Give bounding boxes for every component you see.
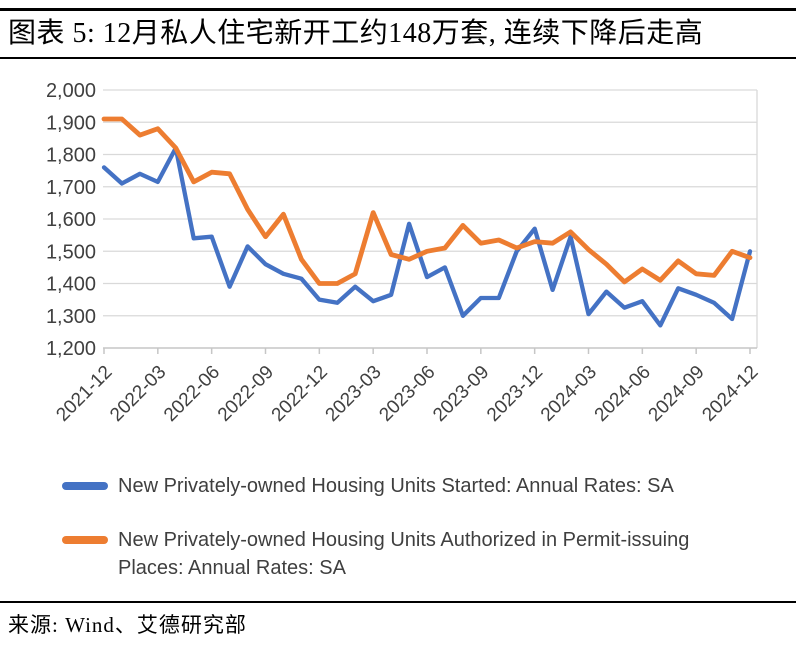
x-tick-label: 2022-12 xyxy=(268,362,332,426)
legend-item-permits: New Privately-owned Housing Units Author… xyxy=(62,526,762,582)
legend-item-started: New Privately-owned Housing Units Starte… xyxy=(62,472,762,500)
x-tick-label: 2023-06 xyxy=(375,362,439,426)
x-tick-label: 2024-09 xyxy=(645,362,709,426)
x-tick-label: 2023-12 xyxy=(483,362,547,426)
y-tick-label: 1,700 xyxy=(46,177,96,199)
y-axis-labels: 1,200 1,300 1,400 1,500 1,600 1,700 1,800 1,900… xyxy=(46,80,96,360)
y-tick-label: 1,300 xyxy=(46,306,96,328)
title-top-rule xyxy=(0,8,796,11)
chart-legend: New Privately-owned Housing Units Starte… xyxy=(62,472,762,608)
x-axis xyxy=(103,347,757,354)
y-tick-label: 2,000 xyxy=(46,80,96,102)
x-tick-label: 2022-03 xyxy=(106,362,170,426)
source-note: 来源: Wind、艾德研究部 xyxy=(8,613,247,637)
y-tick-label: 1,600 xyxy=(46,209,96,231)
y-tick-label: 1,200 xyxy=(46,338,96,360)
x-tick-label: 2024-12 xyxy=(698,362,762,426)
x-tick-label: 2023-03 xyxy=(322,362,386,426)
x-tick-label: 2024-06 xyxy=(591,362,655,426)
gridlines xyxy=(103,89,758,348)
y-tick-label: 1,900 xyxy=(46,112,96,134)
x-tick-label: 2023-09 xyxy=(429,362,493,426)
series-line-permits xyxy=(101,116,753,286)
legend-label-started: New Privately-owned Housing Units Starte… xyxy=(118,475,674,497)
series-line-started xyxy=(101,145,753,328)
x-axis-labels: 2021-122022-032022-062022-092022-122023-… xyxy=(52,362,762,426)
footer-top-rule xyxy=(0,601,796,603)
title-bottom-rule xyxy=(0,57,796,59)
y-tick-label: 1,500 xyxy=(46,241,96,263)
legend-swatch-started-icon xyxy=(62,482,108,490)
x-tick-label: 2024-03 xyxy=(537,362,601,426)
x-tick-label: 2022-06 xyxy=(160,362,224,426)
y-tick-label: 1,800 xyxy=(46,145,96,167)
figure-title: 图表 5: 12月私人住宅新开工约148万套, 连续下降后走高 xyxy=(8,18,704,49)
x-tick-label: 2022-09 xyxy=(214,362,278,426)
y-tick-label: 1,400 xyxy=(46,274,96,296)
line-chart: 1,200 1,300 1,400 1,500 1,600 1,700 1,800 1,900… xyxy=(46,80,763,426)
legend-swatch-permits-icon xyxy=(62,536,108,544)
x-tick-label: 2021-12 xyxy=(52,362,116,426)
legend-label-permits: New Privately-owned Housing Units Author… xyxy=(118,529,690,579)
